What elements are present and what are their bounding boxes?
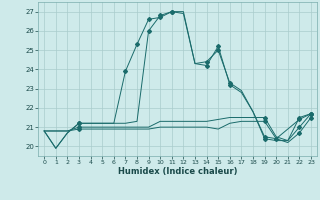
X-axis label: Humidex (Indice chaleur): Humidex (Indice chaleur) bbox=[118, 167, 237, 176]
